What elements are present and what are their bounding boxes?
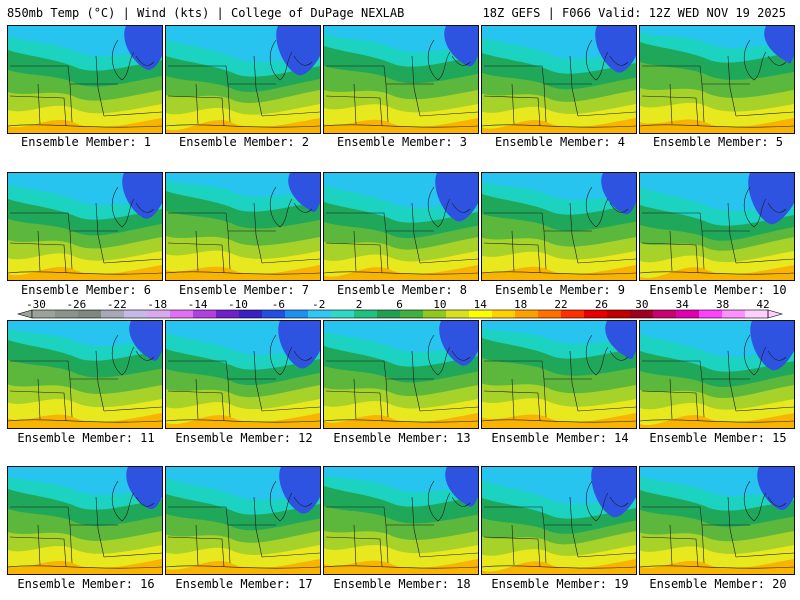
colorbar-swatch bbox=[239, 310, 263, 318]
ensemble-map-panel bbox=[7, 25, 163, 134]
ensemble-map-panel bbox=[639, 172, 795, 281]
ensemble-member-label: Ensemble Member: 15 bbox=[649, 431, 787, 445]
colorbar-swatch bbox=[699, 310, 723, 318]
colorbar-swatch bbox=[78, 310, 102, 318]
colorbar-swatch bbox=[515, 310, 539, 318]
colorbar-swatch bbox=[722, 310, 746, 318]
colorbar-tick-label: -2 bbox=[312, 298, 326, 311]
ensemble-map-panel bbox=[7, 466, 163, 575]
colorbar-tick-label: 10 bbox=[433, 298, 447, 311]
ensemble-member-label: Ensemble Member: 3 bbox=[336, 135, 468, 149]
ensemble-map-panel bbox=[481, 25, 637, 134]
colorbar-swatch bbox=[538, 310, 562, 318]
colorbar-swatch bbox=[446, 310, 470, 318]
colorbar-tick-label: 30 bbox=[635, 298, 649, 311]
ensemble-member-label: Ensemble Member: 9 bbox=[494, 283, 626, 297]
colorbar-tick-label: -26 bbox=[66, 298, 87, 311]
ensemble-map-panel bbox=[639, 466, 795, 575]
ensemble-map-panel bbox=[639, 320, 795, 429]
chart-title: 850mb Temp (°C) | Wind (kts) | College o… bbox=[7, 6, 405, 20]
ensemble-map-panel bbox=[165, 320, 321, 429]
colorbar-tick-label: 26 bbox=[594, 298, 609, 311]
ensemble-map-panel bbox=[165, 466, 321, 575]
ensemble-member-label: Ensemble Member: 20 bbox=[649, 577, 787, 591]
ensemble-map-panel bbox=[323, 320, 479, 429]
colorbar-tick-label: 38 bbox=[715, 298, 730, 311]
ensemble-map-panel bbox=[7, 172, 163, 281]
ensemble-member-label: Ensemble Member: 16 bbox=[17, 577, 155, 591]
colorbar-swatch bbox=[607, 310, 631, 318]
ensemble-member-label: Ensemble Member: 6 bbox=[20, 283, 152, 297]
temperature-colorbar bbox=[16, 309, 784, 319]
colorbar-tick-label: 22 bbox=[554, 298, 568, 311]
colorbar-swatch bbox=[285, 310, 309, 318]
colorbar-swatch bbox=[331, 310, 355, 318]
ensemble-member-label: Ensemble Member: 17 bbox=[175, 577, 313, 591]
colorbar-swatch bbox=[124, 310, 148, 318]
colorbar-tick-label: 42 bbox=[756, 298, 770, 311]
colorbar-swatch bbox=[101, 310, 125, 318]
colorbar-tick-label: 34 bbox=[675, 298, 689, 311]
ensemble-member-label: Ensemble Member: 2 bbox=[178, 135, 310, 149]
colorbar-swatch bbox=[676, 310, 700, 318]
ensemble-map-panel bbox=[481, 320, 637, 429]
colorbar-swatch bbox=[262, 310, 286, 318]
ensemble-member-label: Ensemble Member: 10 bbox=[649, 283, 787, 297]
ensemble-member-label: Ensemble Member: 7 bbox=[178, 283, 310, 297]
colorbar-swatch bbox=[147, 310, 171, 318]
ensemble-member-label: Ensemble Member: 4 bbox=[494, 135, 626, 149]
colorbar-left-arrow bbox=[16, 309, 33, 319]
colorbar-swatch bbox=[32, 310, 56, 318]
colorbar-tick-label: -14 bbox=[187, 298, 208, 311]
ensemble-map-panel bbox=[7, 320, 163, 429]
run-valid-time: 18Z GEFS | F066 Valid: 12Z WED NOV 19 20… bbox=[482, 6, 786, 20]
ensemble-member-label: Ensemble Member: 8 bbox=[336, 283, 468, 297]
colorbar-tick-label: -18 bbox=[147, 298, 168, 311]
ensemble-map-panel bbox=[323, 25, 479, 134]
ensemble-map-panel bbox=[481, 172, 637, 281]
colorbar-swatch bbox=[170, 310, 194, 318]
colorbar-swatch bbox=[561, 310, 585, 318]
colorbar-tick-label: -22 bbox=[106, 298, 127, 311]
ensemble-map-panel bbox=[165, 172, 321, 281]
colorbar-tick-label: -30 bbox=[26, 298, 46, 311]
colorbar-tick-label: 6 bbox=[396, 298, 403, 311]
colorbar-swatch bbox=[423, 310, 447, 318]
ensemble-member-label: Ensemble Member: 19 bbox=[491, 577, 629, 591]
colorbar-swatch bbox=[492, 310, 516, 318]
colorbar-swatch bbox=[216, 310, 240, 318]
colorbar-swatch bbox=[584, 310, 608, 318]
colorbar-swatch bbox=[193, 310, 217, 318]
ensemble-member-label: Ensemble Member: 14 bbox=[491, 431, 629, 445]
colorbar-swatch bbox=[308, 310, 332, 318]
ensemble-map-panel bbox=[323, 466, 479, 575]
ensemble-map-panel bbox=[481, 466, 637, 575]
colorbar-tick-label: -10 bbox=[228, 298, 248, 311]
colorbar-tick-label: -6 bbox=[271, 298, 285, 311]
colorbar-swatch bbox=[469, 310, 493, 318]
colorbar-swatch bbox=[630, 310, 654, 318]
colorbar-swatch bbox=[400, 310, 424, 318]
colorbar-swatch bbox=[55, 310, 79, 318]
ensemble-member-label: Ensemble Member: 12 bbox=[175, 431, 313, 445]
ensemble-map-panel bbox=[165, 25, 321, 134]
colorbar-tick-label: 14 bbox=[473, 298, 487, 311]
ensemble-map-panel bbox=[323, 172, 479, 281]
ensemble-member-label: Ensemble Member: 11 bbox=[17, 431, 155, 445]
colorbar-swatch bbox=[653, 310, 677, 318]
ensemble-member-label: Ensemble Member: 13 bbox=[333, 431, 471, 445]
ensemble-map-panel bbox=[639, 25, 795, 134]
colorbar-swatch bbox=[745, 310, 769, 318]
ensemble-member-label: Ensemble Member: 5 bbox=[652, 135, 784, 149]
colorbar-tick-label: 18 bbox=[514, 298, 528, 311]
colorbar-swatch bbox=[354, 310, 378, 318]
colorbar-tick-label: 2 bbox=[355, 298, 363, 311]
ensemble-member-label: Ensemble Member: 1 bbox=[20, 135, 152, 149]
colorbar-right-arrow bbox=[767, 309, 784, 319]
ensemble-member-label: Ensemble Member: 18 bbox=[333, 577, 471, 591]
colorbar-swatch bbox=[377, 310, 401, 318]
